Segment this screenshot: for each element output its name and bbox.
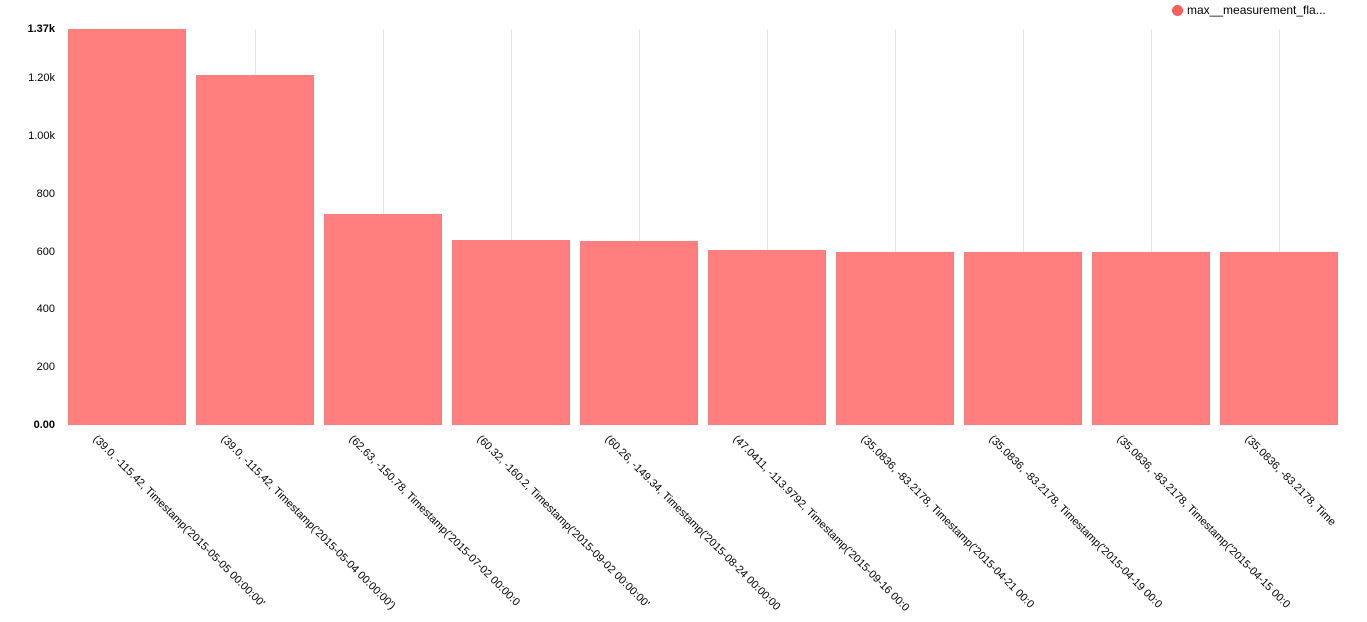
bar[interactable] xyxy=(1092,252,1210,425)
vertical-gridline xyxy=(511,29,512,425)
bar[interactable] xyxy=(708,250,826,425)
y-axis-tick-label: 1.37k xyxy=(27,23,55,35)
vertical-gridline xyxy=(1151,29,1152,425)
vertical-gridline xyxy=(895,29,896,425)
y-axis-tick-label: 1.00k xyxy=(28,129,55,142)
bar[interactable] xyxy=(324,214,442,425)
bar[interactable] xyxy=(68,29,186,425)
bar[interactable] xyxy=(196,75,314,425)
bar[interactable] xyxy=(836,252,954,425)
bar[interactable] xyxy=(1220,252,1338,425)
bar[interactable] xyxy=(964,252,1082,425)
vertical-gridline xyxy=(639,29,640,425)
y-axis-tick-label: 0.00 xyxy=(33,419,55,431)
vertical-gridline xyxy=(767,29,768,425)
y-axis-tick-label: 600 xyxy=(36,245,55,258)
bar[interactable] xyxy=(580,241,698,425)
y-axis-tick-label: 200 xyxy=(36,361,55,374)
legend-series-dot-icon xyxy=(1172,4,1183,16)
vertical-gridline xyxy=(1023,29,1024,425)
plot-area xyxy=(63,29,1343,425)
bar[interactable] xyxy=(452,240,570,425)
y-axis-tick-label: 1.20k xyxy=(28,72,55,85)
vertical-gridline xyxy=(1279,29,1280,425)
x-axis-tick-label: (35.0836, -83.2178, Time xyxy=(1242,433,1338,529)
legend-series-label: max__measurement_fla... xyxy=(1187,3,1326,17)
y-axis-tick-label: 800 xyxy=(36,187,55,200)
y-axis-tick-label: 400 xyxy=(36,303,55,316)
chart-legend-item[interactable]: max__measurement_fla... xyxy=(1172,3,1326,17)
